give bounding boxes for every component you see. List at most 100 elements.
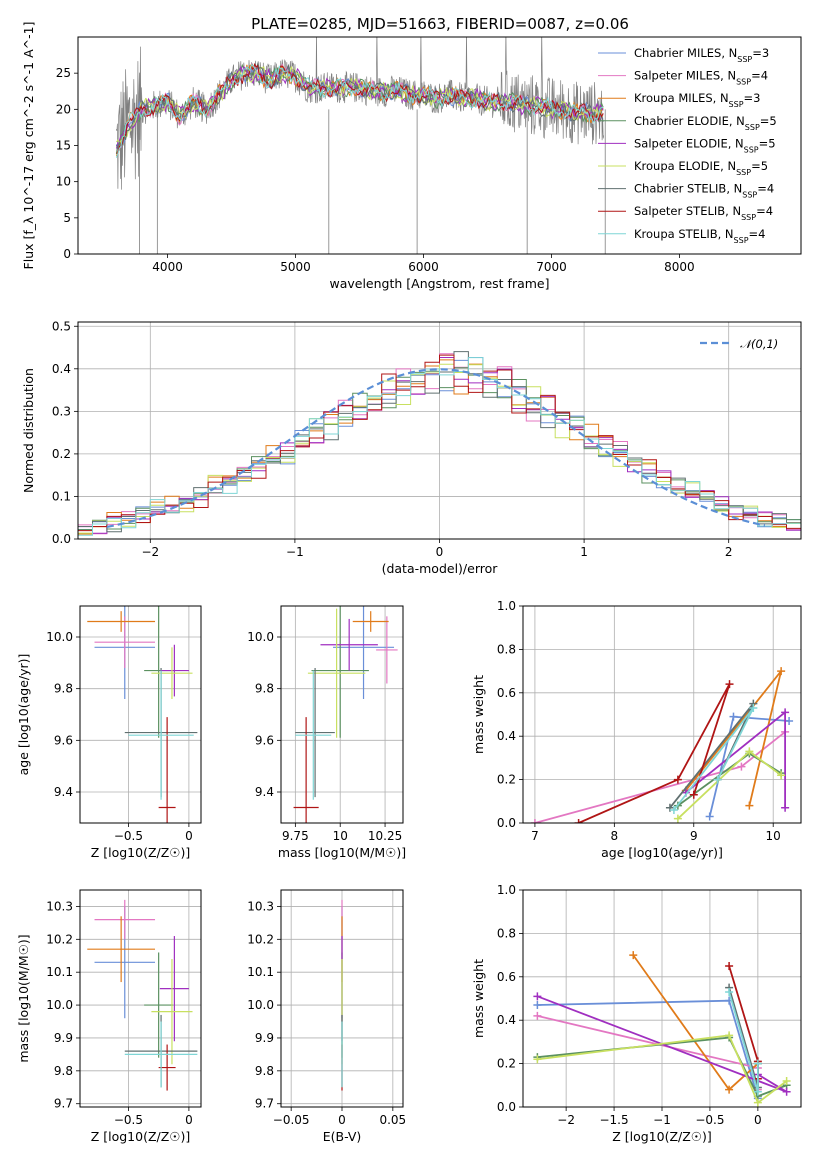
- legend-entry: Kroupa ELODIE, NSSP=5: [634, 159, 768, 177]
- weight-marker: [737, 762, 746, 771]
- y-tick-label: 9.8: [255, 682, 274, 696]
- y-tick-label: 10.3: [46, 899, 73, 913]
- panel-spectrum: 4000 5000 6000 7000 8000 0 5 10 15 20 25 wavelength…: [21, 22, 802, 291]
- y-tick-label: 9.4: [54, 785, 73, 799]
- y-tick-label: 1.0: [497, 883, 516, 897]
- y-tick-label: 9.8: [255, 1064, 274, 1078]
- x-tick-label: 5000: [280, 260, 311, 274]
- x-tick-label: −0.5: [695, 1113, 724, 1127]
- y-tick-label: 10.0: [46, 998, 73, 1012]
- y-tick-label: 9.7: [54, 1097, 73, 1111]
- errorbar-point: [87, 611, 156, 632]
- y-tick-label: 10: [56, 175, 71, 189]
- x-tick-label: 10: [333, 829, 348, 843]
- x-tick-label: 7: [531, 829, 539, 843]
- y-tick-label: 0.6: [497, 970, 516, 984]
- x-axis-label: wavelength [Angstrom, rest frame]: [329, 276, 549, 291]
- y-tick-label: 0.8: [497, 642, 516, 656]
- weight-marker: [782, 1076, 791, 1085]
- x-tick-label: 8000: [664, 260, 695, 274]
- y-tick-label: 9.4: [255, 785, 274, 799]
- panel-mass-vs-Z: −0.5 0 9.7 9.8 9.9 10.0 10.1 10.2 10.3 Z [log10(Z…: [16, 889, 202, 1144]
- panel-weight-vs-age: 7 8 9 10 0.0 0.2 0.4 0.6 0.8 1.0 age [log10(age/yr…: [471, 599, 802, 860]
- y-tick-label: 9.8: [54, 1064, 73, 1078]
- y-axis-label: Normed distribution: [21, 368, 36, 493]
- errorbar-point: [151, 647, 193, 699]
- weight-marker: [782, 1087, 791, 1096]
- errorbar-point: [333, 606, 395, 699]
- legend-entry: Salpeter STELIB, NSSP=4: [634, 204, 773, 222]
- errorbar-point: [295, 670, 332, 800]
- weight-marker: [729, 712, 738, 721]
- y-tick-label: 9.6: [255, 733, 274, 747]
- x-tick-label: 10: [766, 829, 781, 843]
- y-tick-label: 9.9: [255, 1031, 274, 1045]
- weight-line: [708, 715, 790, 817]
- y-tick-label: 0.6: [497, 686, 516, 700]
- errorbar-point: [159, 936, 189, 1042]
- legend-entry: Chabrier MILES, NSSP=3: [634, 46, 769, 64]
- y-tick-label: 25: [56, 66, 71, 80]
- x-tick-label: 8: [611, 829, 619, 843]
- y-tick-label: 0.2: [52, 447, 71, 461]
- errorbar-point: [124, 1021, 198, 1088]
- x-tick-label: −0.05: [273, 1113, 310, 1127]
- weight-marker: [781, 803, 790, 812]
- errorbar-point: [311, 606, 369, 738]
- legend-entry: Salpeter ELODIE, NSSP=5: [634, 136, 776, 154]
- x-tick-label: 0: [754, 1113, 762, 1127]
- y-tick-label: 0.2: [497, 1057, 516, 1071]
- normal-curve: [106, 368, 766, 528]
- x-tick-label: −0.5: [114, 1113, 143, 1127]
- errorbar-point: [376, 616, 398, 684]
- errorbar-point: [295, 668, 335, 798]
- errorbar-point: [293, 717, 319, 823]
- x-tick-label: 2: [725, 545, 733, 559]
- x-tick-label: 0: [338, 1113, 346, 1127]
- y-tick-label: 0.0: [497, 1100, 516, 1114]
- weight-marker: [781, 708, 790, 717]
- weight-marker: [673, 814, 682, 823]
- weight-marker: [753, 1059, 762, 1068]
- plot-area: [115, 37, 606, 254]
- axes-frame: [79, 605, 202, 824]
- errorbar-point: [94, 616, 156, 668]
- weight-marker: [753, 1087, 762, 1096]
- errorbar-point: [159, 644, 189, 697]
- histogram-step: [78, 354, 801, 532]
- weight-marker: [745, 801, 754, 810]
- weight-marker: [777, 667, 786, 676]
- y-tick-label: 15: [56, 139, 71, 153]
- plot-area: [293, 606, 398, 823]
- x-tick-label: 0: [436, 545, 444, 559]
- y-tick-label: 0.0: [497, 816, 516, 830]
- weight-marker: [530, 819, 539, 823]
- plot-area: [78, 351, 801, 536]
- weight-marker: [725, 680, 734, 689]
- axes-frame: [280, 605, 404, 824]
- x-axis-label: age [log10(age/yr)]: [601, 845, 723, 860]
- weight-line: [537, 1034, 788, 1105]
- weight-marker: [785, 717, 794, 726]
- y-tick-label: 0.4: [497, 729, 516, 743]
- y-tick-label: 9.9: [54, 1031, 73, 1045]
- y-tick-label: 0.3: [52, 404, 71, 418]
- y-tick-label: 0.1: [52, 489, 71, 503]
- panel-residuals: −2 −1 0 1 2 0.0 0.1 0.2 0.3 0.4 0.5 (data-model)/er…: [21, 319, 802, 576]
- plot-area: [533, 951, 791, 1107]
- y-tick-label: 5: [63, 211, 71, 225]
- y-tick-label: 10.2: [247, 932, 274, 946]
- weight-line: [728, 987, 759, 1088]
- y-tick-label: 9.8: [54, 682, 73, 696]
- errorbar-point: [158, 717, 176, 823]
- y-tick-label: 10.3: [247, 899, 274, 913]
- weight-marker: [725, 987, 734, 996]
- plot-area: [87, 899, 198, 1091]
- x-axis-label: mass [log10(M/M☉)]: [278, 845, 406, 860]
- x-tick-label: 10.25: [368, 829, 402, 843]
- x-tick-label: 0.05: [379, 1113, 406, 1127]
- weight-line: [578, 683, 731, 823]
- x-tick-label: 0: [185, 1113, 193, 1127]
- weight-marker: [705, 812, 714, 821]
- model-line: [115, 65, 604, 149]
